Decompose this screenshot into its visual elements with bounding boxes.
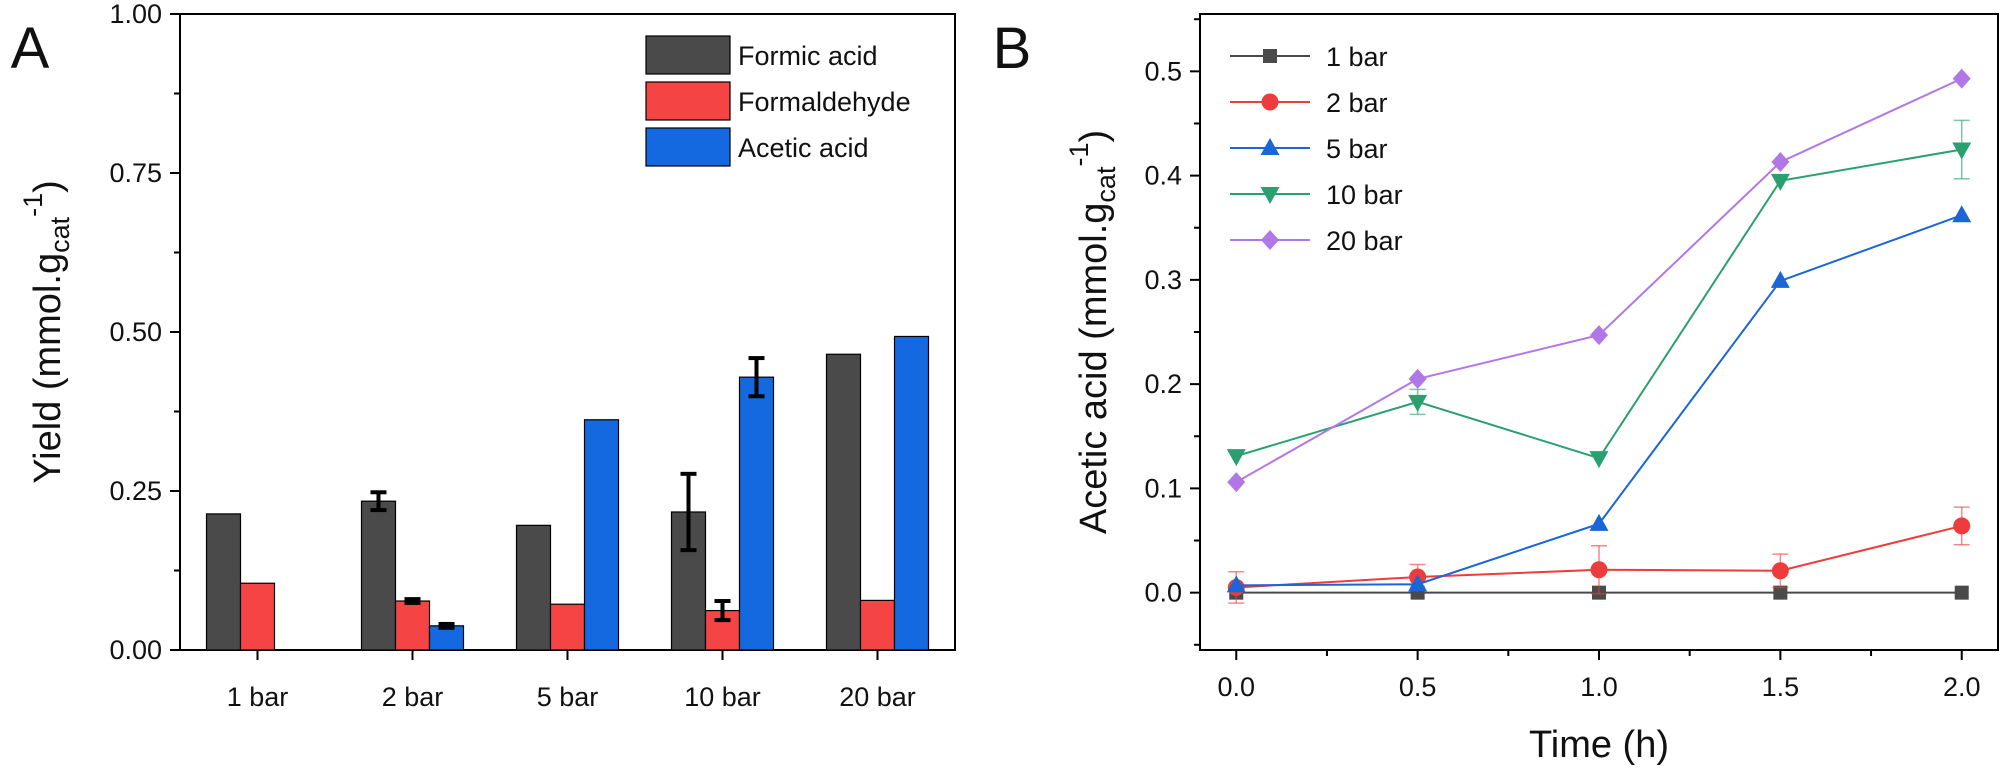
x-axis-title-b: Time (h) (1529, 724, 1669, 766)
data-point-5-bar (1226, 575, 1246, 593)
legend-marker-2-bar (1261, 93, 1279, 111)
x-tick-label-b: 0.0 (1217, 672, 1255, 702)
bar-formaldehyde (859, 599, 896, 651)
legend-marker-20-bar (1261, 230, 1279, 250)
y-axis-title-b: Acetic acid (mmol.gcat-1) (1064, 130, 1121, 534)
x-tick-label-a: 20 bar (839, 682, 916, 712)
data-point-1-bar (1954, 585, 1969, 600)
x-tick-label-b: 0.5 (1399, 672, 1437, 702)
data-point-10-bar (1408, 394, 1428, 412)
bar-acetic-acid (893, 335, 930, 651)
bar-formic-acid (515, 524, 552, 651)
data-point-20-bar (1227, 472, 1246, 493)
x-tick-label-b: 1.5 (1762, 672, 1800, 702)
legend-label-5-bar: 5 bar (1326, 134, 1388, 164)
legend-label-20-bar: 20 bar (1326, 226, 1403, 256)
x-tick-label-a: 10 bar (684, 682, 761, 712)
y-tick-label-b: 0.0 (1144, 578, 1182, 608)
data-point-5-bar (1408, 574, 1428, 592)
series-10-bar (1226, 119, 1972, 469)
panel-b: B 0.0 0.1 0.2 0.3 0.4 0.5 0.0 0.5 1.0 1.5 2.0 Time (… (993, 13, 1999, 766)
data-point-2-bar (1953, 517, 1971, 535)
legend-label-1-bar: 1 bar (1326, 42, 1388, 72)
data-point-5-bar (1952, 205, 1972, 223)
bar-formic-acid (825, 353, 862, 651)
legend-swatch-formic-acid (645, 35, 731, 75)
x-tick-label-a: 2 bar (382, 682, 444, 712)
data-point-20-bar (1590, 325, 1608, 346)
data-point-10-bar (1952, 142, 1972, 160)
data-point-20-bar (1952, 68, 1971, 89)
data-point-10-bar (1226, 449, 1246, 467)
y-tick-label-a: 0.50 (109, 317, 162, 347)
data-point-10-bar (1770, 173, 1790, 191)
legend-label-2-bar: 2 bar (1326, 88, 1388, 118)
bar-acetic-acid (428, 625, 465, 651)
y-tick-label-b: 0.5 (1144, 56, 1182, 86)
y-tick-label-b: 0.3 (1144, 265, 1182, 295)
x-tick-label-a: 5 bar (537, 682, 599, 712)
bar-formaldehyde (239, 582, 276, 651)
legend-label-formic-acid: Formic acid (738, 41, 878, 71)
series-5-bar (1226, 205, 1972, 593)
data-point-5-bar (1589, 513, 1609, 531)
panel-label-a: A (11, 16, 50, 81)
bar-formic-acid (360, 500, 397, 651)
data-point-2-bar (1590, 561, 1608, 579)
series-20-bar (1227, 68, 1971, 493)
bar-formaldehyde (549, 603, 586, 651)
legend-swatch-formaldehyde (645, 81, 731, 121)
data-point-5-bar (1770, 270, 1790, 288)
bar-acetic-acid (583, 419, 620, 651)
legend-marker-10-bar (1260, 187, 1280, 204)
legend-label-acetic-acid: Acetic acid (738, 133, 869, 163)
y-tick-label-a: 0.25 (109, 476, 162, 506)
panel-label-b: B (993, 16, 1032, 81)
legend-marker-1-bar (1263, 49, 1277, 63)
panel-a: A 0.00 0.25 0.50 0.75 1.00 Yield (mmol.gcat-1)… (11, 0, 956, 712)
y-axis-title-a: Yield (mmol.gcat-1) (18, 180, 75, 484)
legend-swatch-acetic-acid (645, 127, 731, 167)
data-point-10-bar (1589, 451, 1609, 469)
y-tick-label-a: 0.00 (109, 635, 162, 665)
data-point-2-bar (1771, 562, 1789, 580)
x-tick-label-a: 1 bar (227, 682, 289, 712)
y-tick-label-b: 0.4 (1144, 161, 1182, 191)
bar-formic-acid (205, 513, 242, 651)
y-tick-label-b: 0.1 (1144, 473, 1182, 503)
data-point-1-bar (1773, 585, 1788, 600)
x-tick-label-b: 2.0 (1943, 672, 1981, 702)
bar-acetic-acid (738, 376, 775, 651)
data-point-20-bar (1771, 152, 1790, 173)
y-tick-label-b: 0.2 (1144, 369, 1182, 399)
data-point-20-bar (1408, 368, 1427, 389)
y-tick-label-a: 0.75 (109, 158, 162, 188)
y-tick-label-a: 1.00 (109, 0, 162, 29)
bar-formaldehyde (394, 600, 431, 651)
x-tick-label-b: 1.0 (1580, 672, 1618, 702)
legend-label-formaldehyde: Formaldehyde (738, 87, 911, 117)
legend-label-10-bar: 10 bar (1326, 180, 1403, 210)
legend-marker-5-bar (1260, 138, 1280, 155)
